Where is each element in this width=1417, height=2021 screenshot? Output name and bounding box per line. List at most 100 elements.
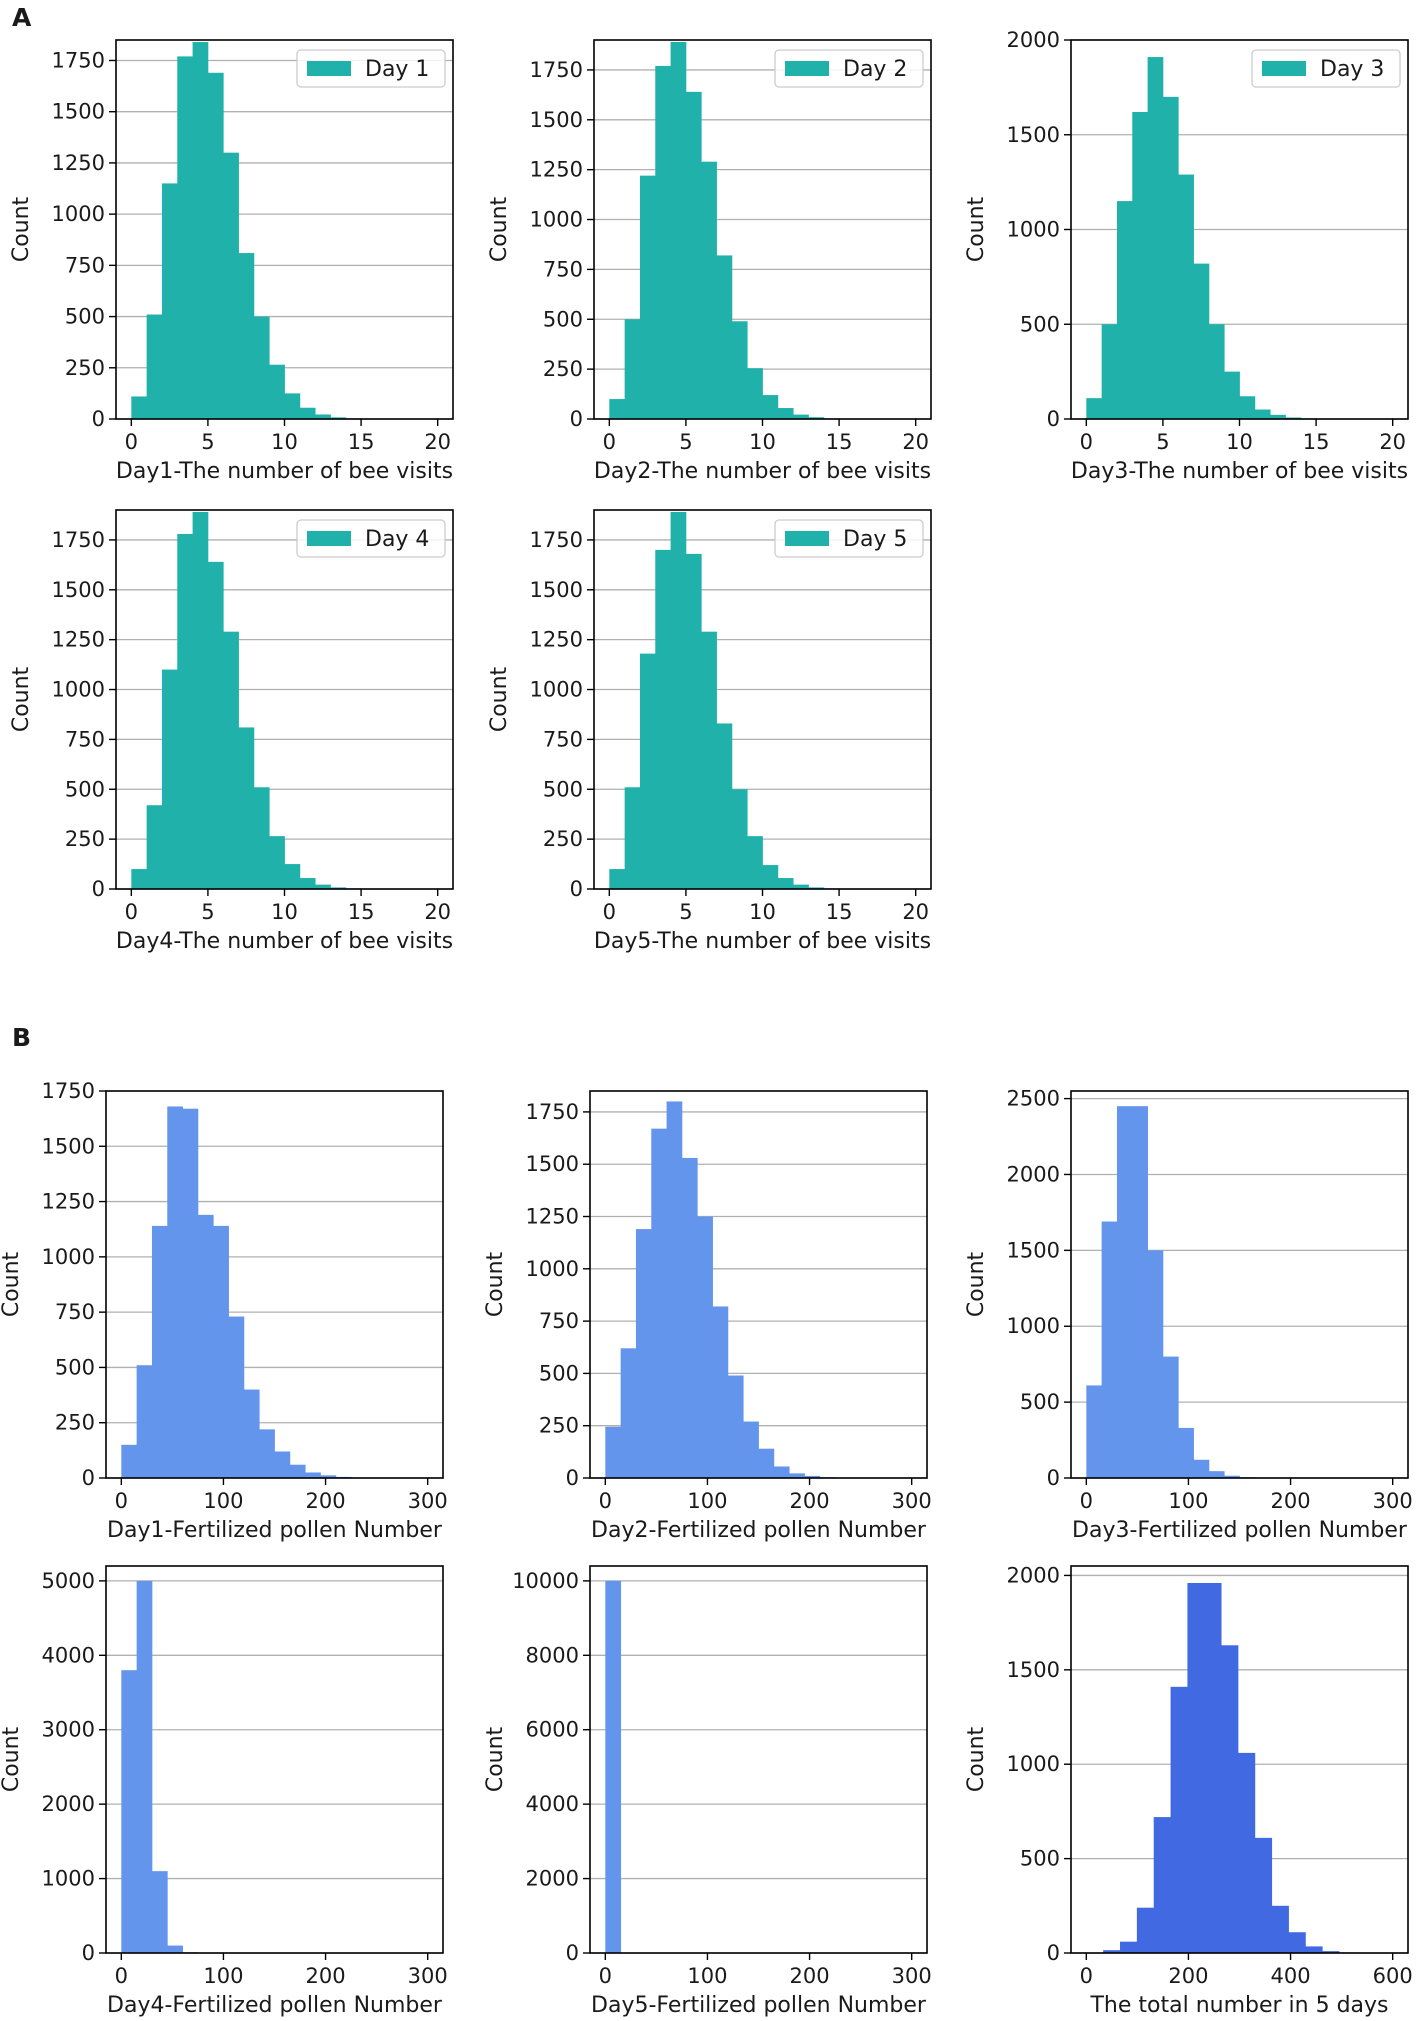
- x-axis-label: The total number in 5 days: [1089, 1993, 1388, 2018]
- legend-box: [774, 519, 924, 558]
- bar-series: [1086, 1106, 1286, 1478]
- histogram-bar: [136, 1365, 153, 1478]
- x-tick-label: 200: [1168, 1964, 1208, 1988]
- bar-series: [1086, 57, 1332, 419]
- x-tick-label: 10: [271, 430, 298, 454]
- histogram-bar: [1305, 1946, 1323, 1953]
- histogram-bar: [666, 1101, 683, 1478]
- bar-series: [121, 1580, 214, 1953]
- chart-a-day4: 0 250 500 750 1000 1250 1500 1750 0 5 10 15 20 Day4-T…: [9, 509, 454, 954]
- y-tick-label: 0: [82, 1466, 95, 1490]
- y-axis-label: Count: [483, 1726, 508, 1792]
- chart-a-day1: 0 250 500 750 1000 1250 1500 1750 0 5 10 15 20 Day1-T…: [9, 39, 454, 484]
- y-tick-label: 1500: [530, 578, 583, 602]
- plot-frame: [105, 1565, 444, 1954]
- histogram-bar: [253, 787, 270, 889]
- x-tick-label: 100: [203, 1964, 243, 1988]
- histogram-bar: [197, 1214, 214, 1478]
- legend: Day 5: [774, 519, 924, 558]
- histogram-bar: [320, 1475, 337, 1478]
- histogram-bar: [1101, 1221, 1118, 1478]
- y-axis-label: Count: [964, 1251, 989, 1317]
- y-tick-label: 1500: [52, 100, 105, 124]
- y-tick-label: 4000: [526, 1792, 579, 1816]
- y-tick-label: 2000: [1007, 1162, 1060, 1186]
- chart-b-total-5-days: 0 500 1000 1500 2000 0 200 400 600 The total numb…: [964, 1563, 1413, 2018]
- histogram-bar: [773, 1466, 790, 1478]
- histogram-bar: [289, 1464, 306, 1478]
- x-tick-label: 100: [203, 1489, 243, 1513]
- histogram-bar: [136, 1580, 153, 1953]
- histogram-bar: [701, 161, 717, 419]
- chart-a-day2: 0 250 500 750 1000 1250 1500 1750 0 5 10 15 20 Day2-T…: [487, 39, 932, 484]
- histogram-bar: [777, 408, 794, 419]
- histogram-bar: [1254, 1837, 1273, 1953]
- x-tick-label: 15: [826, 430, 853, 454]
- histogram-bar: [1224, 1475, 1240, 1478]
- x-tick-label: 5: [201, 900, 214, 924]
- y-tick-label: 1000: [1007, 1752, 1060, 1776]
- y-tick-label: 750: [543, 727, 583, 751]
- y-tick-label: 1000: [530, 208, 583, 232]
- y-tick-label: 500: [543, 307, 583, 331]
- chart-b-day2-pollen: 0 250 500 750 1000 1250 1500 1750 0 100 200 300 Day2…: [483, 1090, 932, 1543]
- x-tick-label: 300: [892, 1964, 932, 1988]
- histogram-bar: [238, 253, 255, 419]
- histogram-bar: [655, 65, 671, 419]
- x-tick-label: 0: [603, 900, 616, 924]
- x-axis-label: Day1-The number of bee visits: [116, 459, 453, 484]
- histogram-bar: [1208, 324, 1225, 419]
- histogram-bar: [238, 727, 255, 889]
- x-tick-label: 10: [749, 900, 776, 924]
- legend: Day 2: [774, 49, 924, 88]
- x-tick-label: 10: [749, 430, 776, 454]
- histogram-bar: [651, 1128, 667, 1478]
- y-tick-label: 1500: [530, 108, 583, 132]
- x-tick-label: 0: [1080, 1489, 1093, 1513]
- histogram-bar: [681, 1157, 698, 1478]
- histogram-bar: [716, 255, 733, 419]
- y-tick-label: 0: [92, 407, 105, 431]
- histogram-bar: [605, 1426, 622, 1478]
- histogram-bar: [639, 653, 656, 889]
- histogram-bar: [161, 669, 178, 889]
- panel-label-b: B: [12, 1023, 31, 1052]
- y-tick-label: 750: [539, 1309, 579, 1333]
- legend-swatch: [307, 61, 351, 76]
- bar-series: [609, 41, 855, 419]
- x-tick-label: 0: [1080, 430, 1093, 454]
- y-tick-label: 1000: [52, 202, 105, 226]
- histogram-bar: [670, 41, 687, 419]
- legend-swatch: [785, 531, 829, 546]
- histogram-bar: [1120, 1941, 1138, 1953]
- histogram-bar: [315, 884, 331, 889]
- histogram-bar: [1086, 398, 1103, 419]
- histogram-bar: [712, 1306, 729, 1478]
- histogram-bar: [192, 42, 209, 419]
- y-tick-label: 500: [1020, 1390, 1060, 1414]
- x-tick-label: 5: [201, 430, 214, 454]
- histogram-bar: [146, 805, 163, 889]
- legend-label: Day 1: [365, 57, 429, 82]
- histogram-bar: [121, 1444, 138, 1478]
- y-tick-label: 500: [1020, 312, 1060, 336]
- legend-swatch: [1262, 61, 1306, 76]
- histogram-bar: [269, 364, 285, 419]
- legend-swatch: [307, 531, 351, 546]
- y-tick-label: 4000: [42, 1643, 95, 1667]
- histogram-bar: [1193, 263, 1210, 419]
- histogram-bar: [213, 1225, 229, 1478]
- y-tick-label: 1250: [530, 628, 583, 652]
- x-tick-label: 15: [348, 900, 375, 924]
- histogram-bar: [259, 1429, 275, 1478]
- histogram-bar: [167, 1106, 183, 1478]
- y-tick-label: 0: [566, 1941, 579, 1965]
- histogram-bar: [762, 395, 779, 419]
- plot-frame: [1070, 1565, 1409, 1954]
- histogram-bar: [1116, 201, 1133, 419]
- y-tick-label: 1500: [52, 578, 105, 602]
- x-tick-label: 0: [125, 430, 138, 454]
- y-tick-label: 2500: [1007, 1087, 1060, 1111]
- histogram-bar: [228, 1316, 245, 1478]
